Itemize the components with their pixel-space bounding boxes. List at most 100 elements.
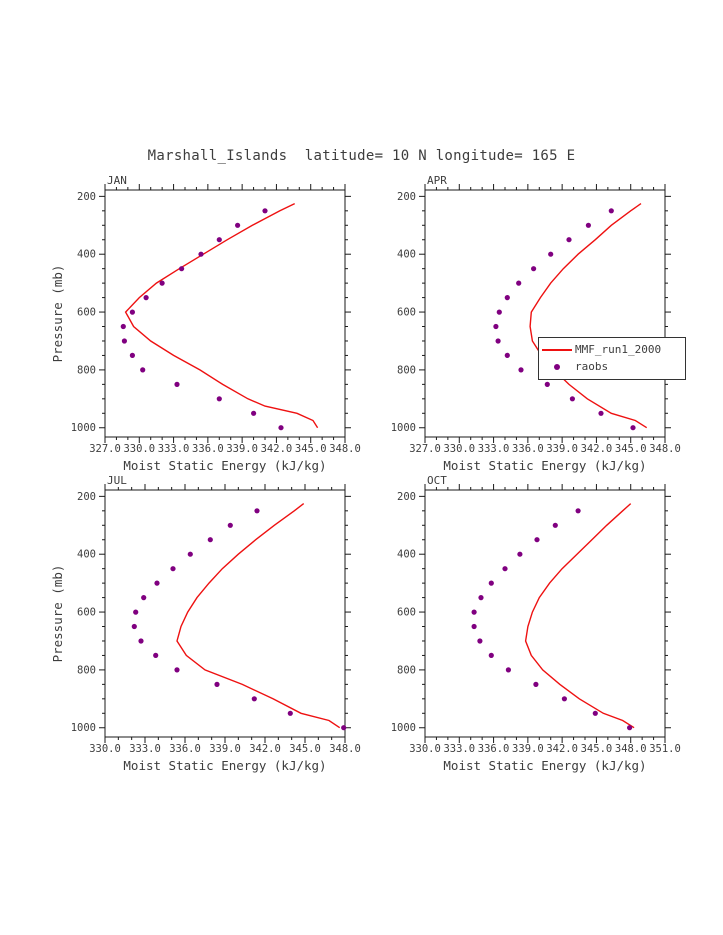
y-tick-label: 800 bbox=[77, 664, 96, 676]
raobs-dot bbox=[544, 381, 550, 387]
raobs-dot bbox=[505, 667, 511, 673]
raobs-dot bbox=[478, 595, 484, 601]
x-tick-label: 348.0 bbox=[329, 743, 361, 755]
panel-jan: 327.0 330.0 333.0 336.0 339.0 342.0 345.0 348.0… bbox=[50, 174, 361, 473]
y-tick-label: 600 bbox=[77, 307, 96, 319]
raobs-dot bbox=[207, 537, 213, 543]
x-tick-label: 339.0 bbox=[209, 743, 241, 755]
x-tick-label: 351.0 bbox=[649, 743, 681, 755]
raobs-dot bbox=[495, 338, 501, 344]
raobs-dot bbox=[471, 609, 477, 615]
raobs-dot bbox=[235, 222, 241, 228]
plot-frame bbox=[104, 189, 346, 438]
raobs-dot bbox=[585, 222, 591, 228]
x-tick-label: 345.0 bbox=[615, 443, 647, 455]
legend-label-mmf: MMF_run1_2000 bbox=[575, 343, 662, 356]
panel-jul: 330.0 333.0 336.0 339.0 342.0 345.0 348.0 200 40… bbox=[50, 474, 361, 773]
raobs-dot bbox=[493, 323, 499, 330]
y-tick-label: 200 bbox=[77, 191, 96, 203]
figure-title: Marshall_Islands latitude= 10 N longitud… bbox=[147, 148, 576, 164]
x-tick-label: 348.0 bbox=[615, 743, 647, 755]
raobs-dot bbox=[251, 696, 257, 702]
raobs-dot bbox=[121, 338, 127, 344]
plot-frame bbox=[424, 189, 666, 438]
raobs-dot bbox=[131, 623, 137, 630]
panel-month-title: JUL bbox=[107, 474, 127, 487]
raobs-dot bbox=[504, 352, 510, 358]
raobs-dot bbox=[179, 266, 185, 272]
raobs-dot bbox=[471, 623, 477, 630]
raobs-dot bbox=[251, 410, 257, 416]
raobs-dot bbox=[592, 710, 598, 716]
y-tick-label: 400 bbox=[77, 249, 96, 261]
legend-label-raobs: raobs bbox=[575, 360, 609, 373]
plot-frame bbox=[104, 489, 346, 738]
x-tick-label: 336.0 bbox=[512, 443, 544, 455]
y-tick-label: 1000 bbox=[391, 722, 416, 734]
raobs-dot bbox=[154, 580, 160, 586]
raobs-dot bbox=[278, 425, 284, 431]
x-axis-label: Moist Static Energy (kJ/kg) bbox=[123, 458, 326, 473]
raobs-dot bbox=[341, 725, 347, 731]
x-tick-label: 330.0 bbox=[409, 743, 441, 755]
raobs-dot bbox=[575, 508, 581, 514]
x-tick-label: 336.0 bbox=[192, 443, 224, 455]
raobs-dot bbox=[133, 609, 139, 615]
x-tick-label: 327.0 bbox=[89, 443, 121, 455]
y-tick-label: 400 bbox=[397, 549, 416, 561]
x-tick-label: 333.0 bbox=[478, 443, 510, 455]
raobs-dot bbox=[531, 266, 537, 272]
raobs-dot bbox=[552, 522, 558, 528]
raobs-dot bbox=[214, 681, 220, 687]
y-tick-label: 1000 bbox=[71, 722, 96, 734]
legend-dot-swatch-wrap bbox=[539, 363, 575, 370]
y-tick-label: 400 bbox=[397, 249, 416, 261]
panel-month-title: JAN bbox=[107, 174, 127, 187]
raobs-dot bbox=[627, 725, 633, 731]
raobs-dot bbox=[143, 295, 149, 301]
raobs-dot bbox=[488, 580, 494, 586]
x-tick-label: 333.0 bbox=[443, 743, 475, 755]
legend-dot-swatch bbox=[554, 363, 560, 370]
legend: MMF_run1_2000 raobs bbox=[538, 337, 686, 380]
raobs-dot bbox=[254, 508, 260, 514]
raobs-dot bbox=[120, 323, 126, 330]
x-tick-label: 345.0 bbox=[295, 443, 327, 455]
raobs-dot bbox=[174, 381, 180, 387]
x-tick-label: 342.0 bbox=[261, 443, 293, 455]
y-tick-label: 400 bbox=[77, 549, 96, 561]
x-axis-label: Moist Static Energy (kJ/kg) bbox=[123, 758, 326, 773]
raobs-dot bbox=[187, 551, 193, 557]
raobs-dot bbox=[517, 551, 523, 557]
panel-month-title: APR bbox=[427, 174, 447, 187]
y-tick-label: 600 bbox=[397, 607, 416, 619]
raobs-dot bbox=[129, 352, 135, 358]
x-tick-label: 330.0 bbox=[123, 443, 155, 455]
raobs-dot bbox=[174, 667, 180, 673]
raobs-dot bbox=[477, 638, 483, 644]
raobs-dot bbox=[159, 280, 165, 286]
x-tick-label: 333.0 bbox=[129, 743, 161, 755]
legend-row-raobs: raobs bbox=[539, 358, 685, 375]
x-tick-label: 330.0 bbox=[89, 743, 121, 755]
panel-apr: 327.0 330.0 333.0 336.0 339.0 342.0 345.0 348.0… bbox=[391, 174, 681, 473]
raobs-dot bbox=[198, 251, 204, 257]
raobs-dot bbox=[488, 652, 494, 658]
raobs-dot bbox=[534, 537, 540, 543]
x-tick-label: 336.0 bbox=[478, 743, 510, 755]
y-tick-label: 800 bbox=[397, 664, 416, 676]
raobs-dot bbox=[138, 638, 144, 644]
mmf-line bbox=[524, 503, 635, 729]
raobs-dot bbox=[216, 396, 222, 402]
raobs-dot bbox=[548, 251, 554, 257]
y-tick-label: 200 bbox=[397, 491, 416, 503]
raobs-dot bbox=[630, 425, 636, 431]
x-tick-label: 345.0 bbox=[289, 743, 321, 755]
legend-line-swatch bbox=[542, 348, 572, 351]
x-tick-label: 333.0 bbox=[158, 443, 190, 455]
raobs-dot bbox=[496, 309, 502, 315]
x-tick-label: 327.0 bbox=[409, 443, 441, 455]
raobs-dot bbox=[566, 237, 572, 243]
raobs-dot bbox=[516, 280, 522, 286]
raobs-dot bbox=[141, 595, 147, 601]
